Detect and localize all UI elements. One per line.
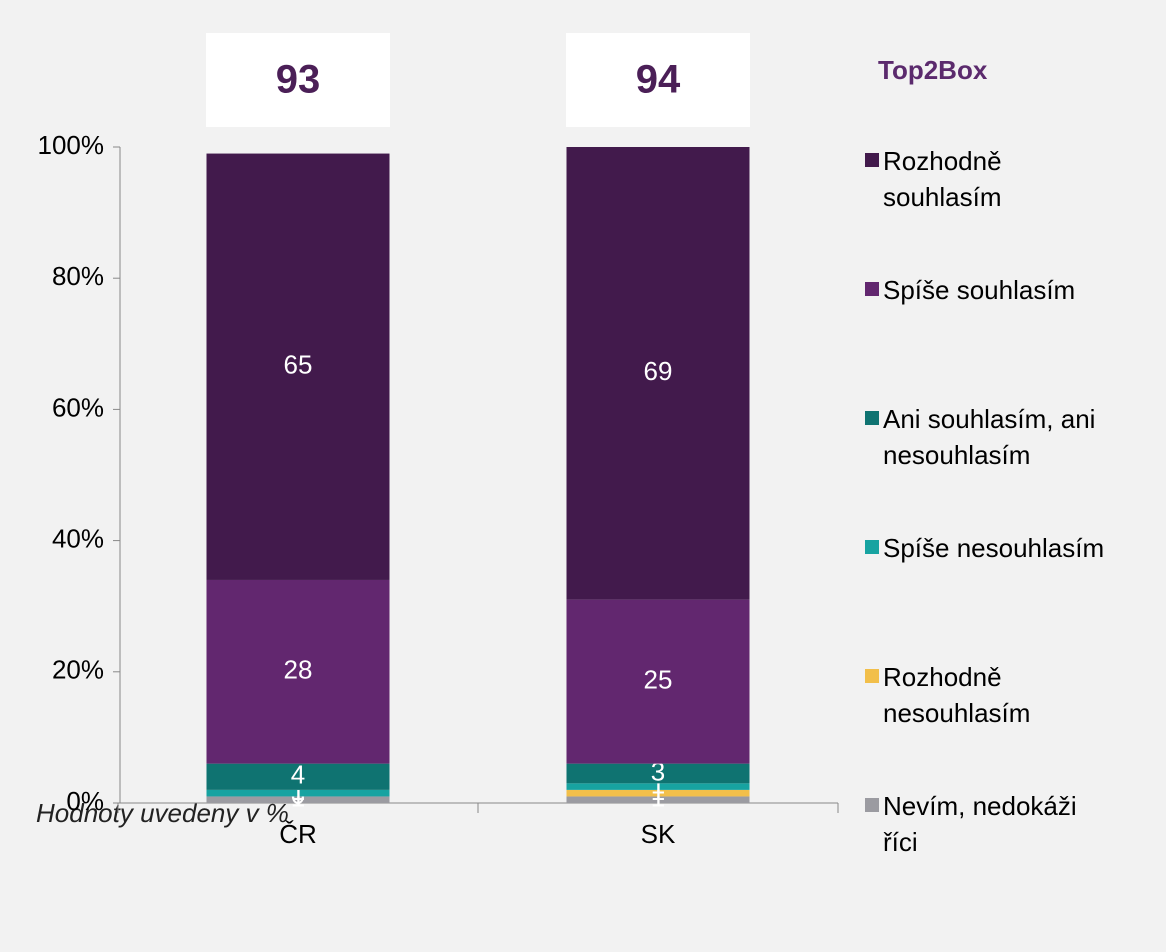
legend-item: Ani souhlasím, ani nesouhlasím — [865, 401, 1115, 473]
y-tick-label: 80% — [52, 261, 104, 291]
bar-segment — [566, 763, 750, 784]
data-label: 25 — [644, 665, 673, 695]
legend-item: Spíše nesouhlasím — [865, 530, 1115, 566]
top2box-value: 93 — [276, 58, 321, 102]
data-label: 3 — [651, 756, 665, 786]
top2box-box — [206, 33, 390, 127]
bar-segment — [566, 147, 750, 600]
bar-segment — [206, 763, 390, 790]
legend-label: Ani souhlasím, ani nesouhlasím — [883, 404, 1096, 470]
data-label: 69 — [644, 356, 673, 386]
bar-segment — [566, 599, 750, 764]
legend-item: Spíše souhlasím — [865, 272, 1115, 308]
x-tick-label: ČR — [279, 819, 317, 849]
legend-swatch — [865, 669, 879, 683]
legend-label: Nevím, nedokáži říci — [883, 791, 1077, 857]
data-label: 4 — [291, 760, 305, 790]
top2box-value: 94 — [636, 58, 681, 102]
legend-label: Rozhodně souhlasím — [883, 146, 1002, 212]
y-tick-label: 40% — [52, 523, 104, 553]
x-tick-label: SK — [641, 819, 676, 849]
legend-item: Rozhodně nesouhlasím — [865, 659, 1115, 731]
legend-swatch — [865, 153, 879, 167]
y-tick-label: 0% — [66, 786, 104, 816]
bar-segment — [206, 579, 390, 764]
legend-label: Spíše nesouhlasím — [883, 533, 1105, 563]
y-tick-label: 100% — [38, 130, 105, 160]
legend-swatch — [865, 411, 879, 425]
y-tick-label: 60% — [52, 392, 104, 422]
bar-segment — [206, 796, 390, 803]
legend-swatch — [865, 540, 879, 554]
top2box-title: Top2Box — [878, 55, 988, 85]
legend-swatch — [865, 282, 879, 296]
data-label: 65 — [284, 350, 313, 380]
bar-segment — [566, 783, 750, 790]
y-tick-label: 20% — [52, 655, 104, 685]
bar-segment — [206, 153, 390, 580]
bar-segment — [566, 789, 750, 797]
bar-segment — [206, 789, 390, 797]
legend-item: Nevím, nedokáži říci — [865, 788, 1115, 860]
legend-item: Rozhodně souhlasím — [865, 143, 1115, 215]
data-label: 28 — [284, 655, 313, 685]
legend-label: Spíše souhlasím — [883, 275, 1076, 305]
bar-segment — [566, 796, 750, 803]
legend-label: Rozhodně nesouhlasím — [883, 662, 1031, 728]
top2box-box — [566, 33, 750, 127]
legend-swatch — [865, 798, 879, 812]
